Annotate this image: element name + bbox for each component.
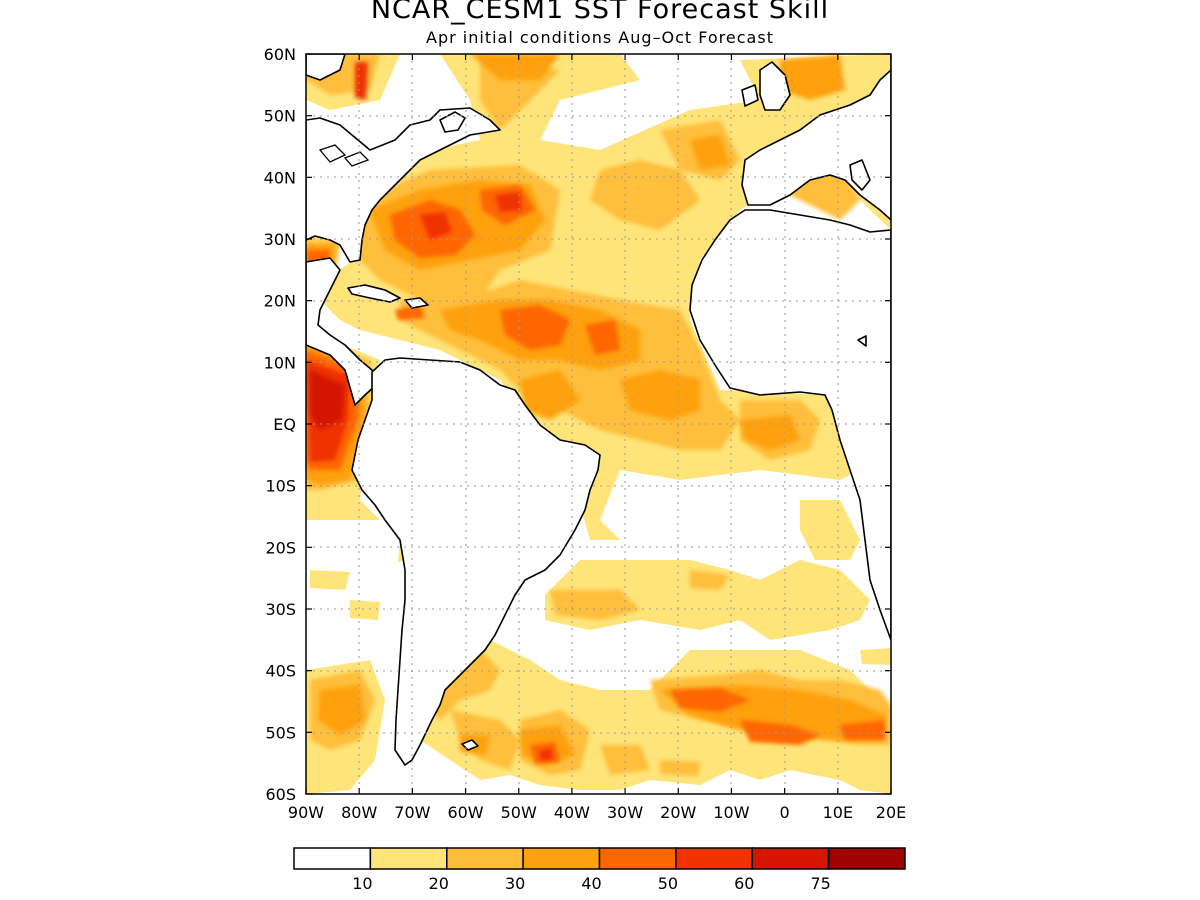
grid-lines (306, 54, 891, 794)
colorbar-label: 10 (352, 874, 372, 893)
lon-tick-label: 0 (780, 803, 790, 822)
lat-tick-label: 40S (265, 662, 296, 681)
lon-tick-label: 20W (660, 803, 696, 822)
lon-tick-label: 10E (823, 803, 853, 822)
lat-tick-label: 60S (265, 785, 296, 804)
colorbar-swatch (827, 847, 906, 870)
newfoundland (439, 111, 466, 133)
lat-tick-label: 20N (264, 292, 296, 311)
madagascar-tip (857, 335, 867, 347)
latitude-labels: 60N 50N 40N 30N 20N 10N EQ 10S 20S 30S 40S 50S 60S (264, 45, 296, 804)
landmass (306, 54, 891, 766)
lon-tick-label: 30W (607, 803, 643, 822)
colorbar-swatch (598, 847, 677, 870)
cuba (347, 284, 401, 303)
africa (689, 209, 891, 641)
colorbar-label: 40 (581, 874, 601, 893)
colorbar-swatch (293, 847, 372, 870)
colorbar-swatch (369, 847, 448, 870)
british-isles (759, 61, 791, 111)
lat-tick-label: 30N (264, 230, 296, 249)
lat-tick-label: 10S (265, 477, 296, 496)
map-title: NCAR_CESM1 SST Forecast Skill (370, 0, 830, 25)
lon-tick-label: 60W (447, 803, 483, 822)
central-america (306, 257, 377, 406)
lon-tick-label: 40W (554, 803, 590, 822)
lon-tick-label: 80W (341, 803, 377, 822)
lat-tick-label: 50N (264, 107, 296, 126)
lat-tick-label: 20S (265, 538, 296, 557)
lat-tick-label: EQ (273, 415, 296, 434)
colorbar (293, 847, 906, 870)
lat-tick-label: 50S (265, 723, 296, 742)
colorbar-label: 20 (429, 874, 449, 893)
colorbar-swatch (522, 847, 601, 870)
lat-tick-label: 10N (264, 353, 296, 372)
colorbar-label: 30 (505, 874, 525, 893)
great-lakes (318, 144, 370, 167)
italy (849, 159, 871, 191)
ireland (741, 84, 759, 107)
colorbar-label: 60 (734, 874, 754, 893)
colorbar-labels: 10 20 30 40 50 60 75 (352, 874, 831, 893)
colorbar-swatch (751, 847, 830, 870)
map-subtitle: Apr initial conditions Aug–Oct Forecast (426, 28, 774, 47)
lon-tick-label: 10W (713, 803, 749, 822)
north-america (306, 107, 501, 263)
lon-tick-label: 70W (394, 803, 430, 822)
lat-tick-label: 40N (264, 168, 296, 187)
lon-tick-label: 50W (501, 803, 537, 822)
tick-marks (305, 53, 892, 795)
colorbar-swatch (446, 847, 524, 870)
lat-tick-label: 60N (264, 45, 296, 64)
colorbar-label: 50 (658, 874, 678, 893)
hispaniola (404, 297, 429, 309)
colorbar-swatch (675, 847, 753, 870)
south-america (351, 357, 601, 766)
lon-tick-label: 90W (288, 803, 324, 822)
lon-tick-label: 20E (876, 803, 906, 822)
arctic-land (306, 54, 346, 81)
lat-tick-label: 30S (265, 600, 296, 619)
skill-level-60-75 (310, 370, 345, 430)
colorbar-label: 75 (810, 874, 830, 893)
longitude-labels: 90W 80W 70W 60W 50W 40W 30W 20W 10W 0 10E 20E (288, 803, 906, 822)
